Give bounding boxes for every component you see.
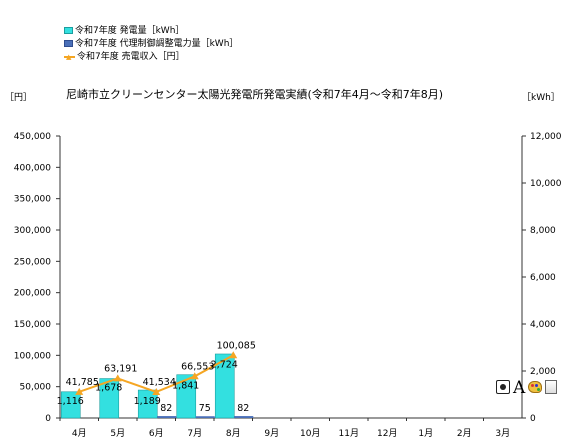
data-label-revenue: 66,553: [181, 361, 214, 372]
legend-item-curtailment: 令和7年度 代理制御調整電力量［kWh］: [64, 37, 238, 50]
left-axis-tick-label: 300,000: [14, 226, 51, 236]
chart-toolbar: A: [496, 378, 558, 398]
legend-label-generation: 令和7年度 発電量［kWh］: [75, 25, 185, 36]
data-label-curtailment: 82: [237, 403, 249, 414]
data-label-generation: 1,678: [95, 382, 122, 393]
data-label-revenue: 41,534: [143, 377, 176, 388]
data-label-curtailment: 75: [199, 403, 211, 414]
bar-generation: [176, 374, 197, 419]
left-axis-tick-label: 250,000: [14, 257, 51, 267]
data-label-revenue: 41,785: [66, 377, 99, 388]
data-label-revenue: 100,085: [217, 340, 256, 351]
x-axis-tick-label: 6月: [149, 428, 164, 439]
left-axis-tick-label: 350,000: [14, 195, 51, 205]
left-axis-tick-label: 100,000: [14, 351, 51, 361]
camera-icon[interactable]: [496, 380, 510, 394]
marker-revenue: [75, 387, 84, 395]
data-label-revenue: 63,191: [104, 363, 137, 374]
marker-revenue: [152, 387, 161, 395]
right-axis-tick-label: 4,000: [530, 320, 556, 330]
right-axis-tick-label: 10,000: [530, 179, 562, 189]
legend-item-generation: 令和7年度 発電量［kWh］: [64, 24, 238, 37]
bar-curtailment: [234, 416, 254, 418]
data-label-generation: 1,841: [172, 380, 199, 391]
font-a-icon[interactable]: A: [513, 378, 526, 398]
x-axis-tick-label: 3月: [495, 428, 510, 439]
legend-label-revenue: 令和7年度 売電収入［円］: [77, 51, 185, 62]
x-axis-tick-label: 9月: [264, 428, 279, 439]
x-axis-tick-label: 7月: [187, 428, 202, 439]
x-axis-tick-label: 5月: [110, 428, 125, 439]
legend-swatch-curtailment: [64, 40, 73, 47]
right-axis-tick-label: 8,000: [530, 226, 556, 236]
legend-swatch-generation: [64, 27, 73, 34]
bar-generation: [137, 389, 158, 419]
x-axis-tick-label: 11月: [339, 428, 359, 439]
right-axis-tick-label: 12,000: [530, 132, 562, 142]
marker-revenue: [229, 351, 238, 359]
bar-generation: [99, 378, 120, 419]
left-axis-tick-label: 50,000: [20, 383, 52, 393]
x-axis-tick-label: 8月: [226, 428, 241, 439]
legend-swatch-revenue: [64, 50, 75, 64]
left-axis-tick-label: 450,000: [14, 132, 51, 142]
bar-generation: [214, 353, 235, 419]
x-axis-tick-label: 4月: [72, 428, 87, 439]
left-axis-tick-label: 200,000: [14, 289, 51, 299]
legend-label-curtailment: 令和7年度 代理制御調整電力量［kWh］: [75, 38, 239, 49]
data-label-curtailment: 82: [160, 403, 172, 414]
more-icon[interactable]: [545, 380, 558, 394]
left-axis-tick-label: 0: [45, 414, 51, 424]
palette-icon[interactable]: [528, 381, 543, 393]
data-label-generation: 2,724: [211, 359, 238, 370]
bar-generation: [60, 391, 81, 419]
bar-curtailment: [157, 416, 177, 418]
bar-curtailment: [195, 416, 215, 418]
right-axis-tick-label: 2,000: [530, 367, 556, 377]
x-axis-tick-label: 2月: [457, 428, 472, 439]
left-axis-tick-label: 400,000: [14, 163, 51, 173]
data-label-generation: 1,189: [134, 396, 161, 407]
left-axis-unit: ［円］: [5, 93, 33, 103]
legend-item-revenue: 令和7年度 売電収入［円］: [64, 50, 238, 64]
x-axis-tick-label: 10月: [300, 428, 320, 439]
left-axis-tick-label: 150,000: [14, 320, 51, 330]
x-axis-tick-label: 1月: [418, 428, 433, 439]
chart-legend: 令和7年度 発電量［kWh］ 令和7年度 代理制御調整電力量［kWh］ 令和7年…: [64, 24, 238, 64]
right-axis-unit: ［kWh］: [522, 93, 560, 103]
marker-revenue: [190, 372, 199, 380]
x-axis-tick-label: 12月: [377, 428, 397, 439]
marker-revenue: [113, 374, 122, 382]
right-axis-tick-label: 6,000: [530, 273, 556, 283]
chart-title: 尼崎市立クリーンセンター太陽光発電所発電実績(令和7年4月～令和7年8月): [66, 88, 444, 101]
right-axis-tick-label: 0: [530, 414, 536, 424]
data-label-generation: 1,116: [57, 396, 84, 407]
